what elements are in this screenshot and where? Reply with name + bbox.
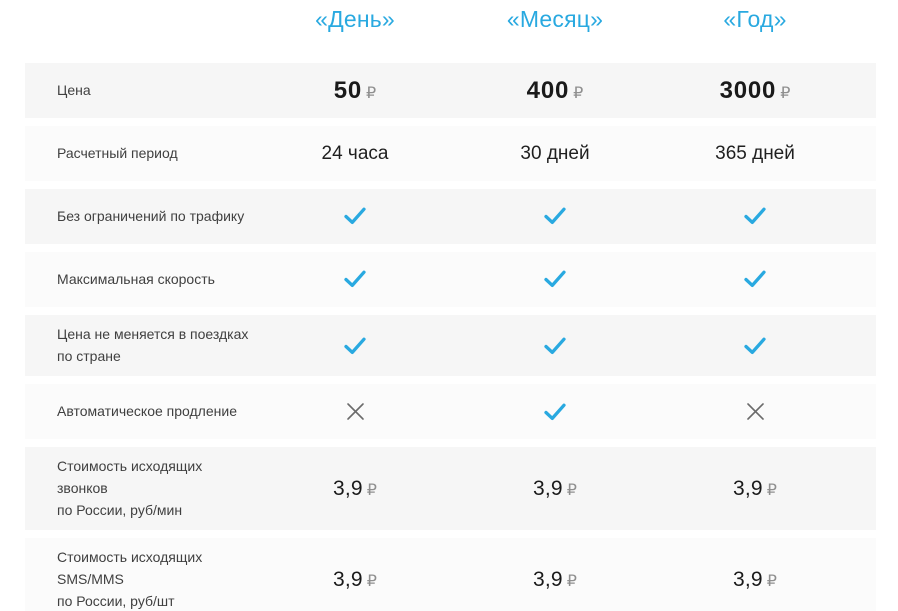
cell-unlimited-traffic-month [455,207,655,225]
price-amount: 3,9 [733,476,763,500]
row-label-price: Цена [57,81,91,98]
price-amount: 3,9 [333,476,363,500]
table-row-outgoing-sms-cost: Стоимость исходящих SMS/MMS по России, р… [25,538,876,611]
check-icon [344,337,366,355]
table-header-row: «День» «Месяц» «Год» [25,0,876,40]
table-body: Цена 50 ₽400 ₽3000 ₽ Расчетный период 24 часа 3… [25,63,876,611]
table-row-outgoing-calls-cost: Стоимость исходящих звонков по России, р… [25,447,876,531]
ruble-sign: ₽ [766,481,777,499]
cell-fixed-price-travel-month [455,337,655,355]
check-icon [344,207,366,225]
row-label-fixed-price-travel: Цена не меняется в поездках по стране [57,326,249,364]
table-row-fixed-price-travel: Цена не меняется в поездках по стране [25,315,876,377]
cell-unlimited-traffic-year [655,207,855,225]
row-label-unlimited-traffic: Без ограничений по трафику [57,207,245,224]
column-header-month: «Месяц» [506,6,604,32]
check-icon [744,207,766,225]
price-amount: 400 [526,76,570,104]
table-row-unlimited-traffic: Без ограничений по трафику [25,189,876,244]
cell-auto-renewal-month [455,403,655,421]
check-icon [744,270,766,288]
cell-fixed-price-travel-day [255,337,455,355]
cell-price-year: 3000 ₽ [655,77,855,105]
ruble-sign: ₽ [366,481,377,499]
cell-outgoing-calls-cost-month: 3,9 ₽ [455,477,655,501]
cell-auto-renewal-day [255,402,455,421]
column-header-year: «Год» [723,6,787,32]
cell-max-speed-month [455,270,655,288]
cell-outgoing-sms-cost-month: 3,9 ₽ [455,568,655,592]
check-icon [544,270,566,288]
column-header-day: «День» [315,6,395,32]
ruble-sign: ₽ [366,84,377,102]
cell-outgoing-sms-cost-year: 3,9 ₽ [655,568,855,592]
row-label-max-speed: Максимальная скорость [57,270,215,287]
check-icon [344,270,366,288]
cell-outgoing-calls-cost-day: 3,9 ₽ [255,477,455,501]
check-icon [544,403,566,421]
cell-billing-period-month: 30 дней [455,143,655,165]
cell-outgoing-calls-cost-year: 3,9 ₽ [655,477,855,501]
cell-billing-period-day: 24 часа [255,143,455,165]
table-row-auto-renewal: Автоматическое продление [25,384,876,440]
ruble-sign: ₽ [766,572,777,590]
price-amount: 3,9 [733,567,763,591]
value-text: 365 дней [715,142,795,164]
row-label-billing-period: Расчетный период [57,144,178,161]
ruble-sign: ₽ [566,572,577,590]
row-label-auto-renewal: Автоматическое продление [57,403,237,420]
check-icon [544,207,566,225]
cell-price-month: 400 ₽ [455,77,655,105]
cross-icon [346,402,365,421]
table-row-price: Цена 50 ₽400 ₽3000 ₽ [25,63,876,118]
cell-outgoing-sms-cost-day: 3,9 ₽ [255,568,455,592]
cell-price-day: 50 ₽ [255,77,455,105]
cross-icon [746,402,765,421]
value-text: 24 часа [321,142,389,164]
ruble-sign: ₽ [566,481,577,499]
tariff-comparison-table: «День» «Месяц» «Год» Цена 50 ₽400 ₽3000 ₽ Рас… [25,0,876,611]
cell-fixed-price-travel-year [655,337,855,355]
cell-auto-renewal-year [655,402,855,421]
cell-unlimited-traffic-day [255,207,455,225]
check-icon [744,337,766,355]
price-amount: 3,9 [533,476,563,500]
cell-billing-period-year: 365 дней [655,143,855,165]
price-amount: 3,9 [333,567,363,591]
table-row-billing-period: Расчетный период 24 часа 30 дней 365 дней [25,126,876,181]
ruble-sign: ₽ [780,84,791,102]
ruble-sign: ₽ [366,572,377,590]
price-amount: 3000 [719,76,777,104]
row-label-outgoing-calls-cost: Стоимость исходящих звонков по России, р… [57,458,203,518]
ruble-sign: ₽ [573,84,584,102]
table-row-max-speed: Максимальная скорость [25,252,876,307]
cell-max-speed-day [255,270,455,288]
row-label-outgoing-sms-cost: Стоимость исходящих SMS/MMS по России, р… [57,549,203,609]
check-icon [544,337,566,355]
cell-max-speed-year [655,270,855,288]
value-text: 30 дней [520,142,590,164]
price-amount: 50 [333,76,363,104]
price-amount: 3,9 [533,567,563,591]
